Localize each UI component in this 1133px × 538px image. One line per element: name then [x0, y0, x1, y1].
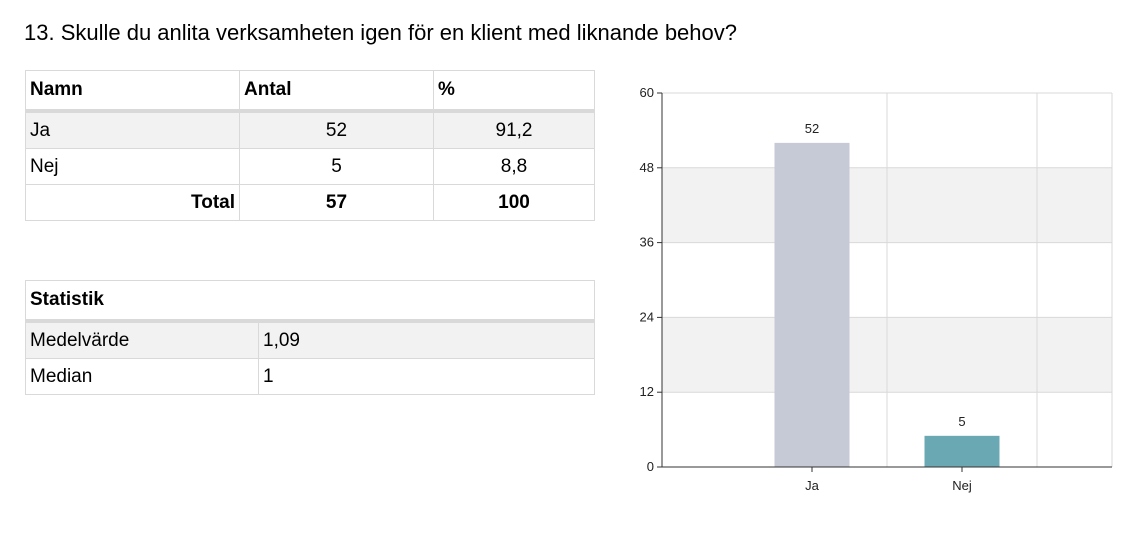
- header-statistik: Statistik: [25, 280, 595, 323]
- total-label: Total: [25, 184, 240, 221]
- header-antal: Antal: [239, 70, 434, 113]
- y-tick-label: 60: [640, 85, 654, 100]
- bar-chart: 52 Ja 5 Nej 0 12 24 36 48 60: [640, 85, 1113, 493]
- y-tick-label: 0: [647, 459, 654, 474]
- y-tick-label: 48: [640, 160, 654, 175]
- bar-ja: [774, 142, 850, 467]
- stat-value: 1,09: [258, 320, 595, 359]
- x-tick-label: Nej: [952, 478, 972, 493]
- data-label: 5: [958, 414, 965, 429]
- total-count: 57: [239, 184, 434, 221]
- y-tick-label: 36: [640, 235, 654, 250]
- row-count: 52: [239, 110, 434, 149]
- stat-value: 1: [258, 358, 595, 395]
- bar-nej: [924, 435, 1000, 467]
- header-namn: Namn: [25, 70, 240, 113]
- statistics-table-header: Statistik: [25, 280, 595, 323]
- data-label: 52: [805, 121, 819, 136]
- table-row: Medelvärde 1,09: [25, 320, 595, 359]
- question-title: 13. Skulle du anlita verksamheten igen f…: [24, 20, 738, 45]
- row-name: Nej: [25, 148, 240, 185]
- axes: [657, 92, 1112, 472]
- table-row: Ja 52 91,2: [25, 110, 595, 149]
- frequency-table-header: Namn Antal %: [25, 70, 595, 113]
- table-row: Median 1: [25, 358, 595, 395]
- gridlines: [662, 92, 1113, 468]
- table-row: Nej 5 8,8: [25, 148, 595, 185]
- total-percent: 100: [433, 184, 595, 221]
- stat-name: Median: [25, 358, 259, 395]
- stat-name: Medelvärde: [25, 320, 259, 359]
- labels: 52 Ja 5 Nej 0 12 24 36 48 60: [640, 85, 972, 493]
- row-percent: 91,2: [433, 110, 595, 149]
- y-tick-label: 12: [640, 384, 654, 399]
- bars: [774, 142, 1000, 467]
- row-percent: 8,8: [433, 148, 595, 185]
- y-tick-label: 24: [640, 309, 654, 324]
- row-name: Ja: [25, 110, 240, 149]
- frequency-table: Namn Antal % Ja 52 91,2 Nej 5 8,8 Total …: [25, 70, 595, 221]
- x-tick-label: Ja: [805, 478, 820, 493]
- statistics-table: Statistik Medelvärde 1,09 Median 1: [25, 280, 595, 395]
- header-percent: %: [433, 70, 595, 113]
- total-row: Total 57 100: [25, 184, 595, 221]
- row-count: 5: [239, 148, 434, 185]
